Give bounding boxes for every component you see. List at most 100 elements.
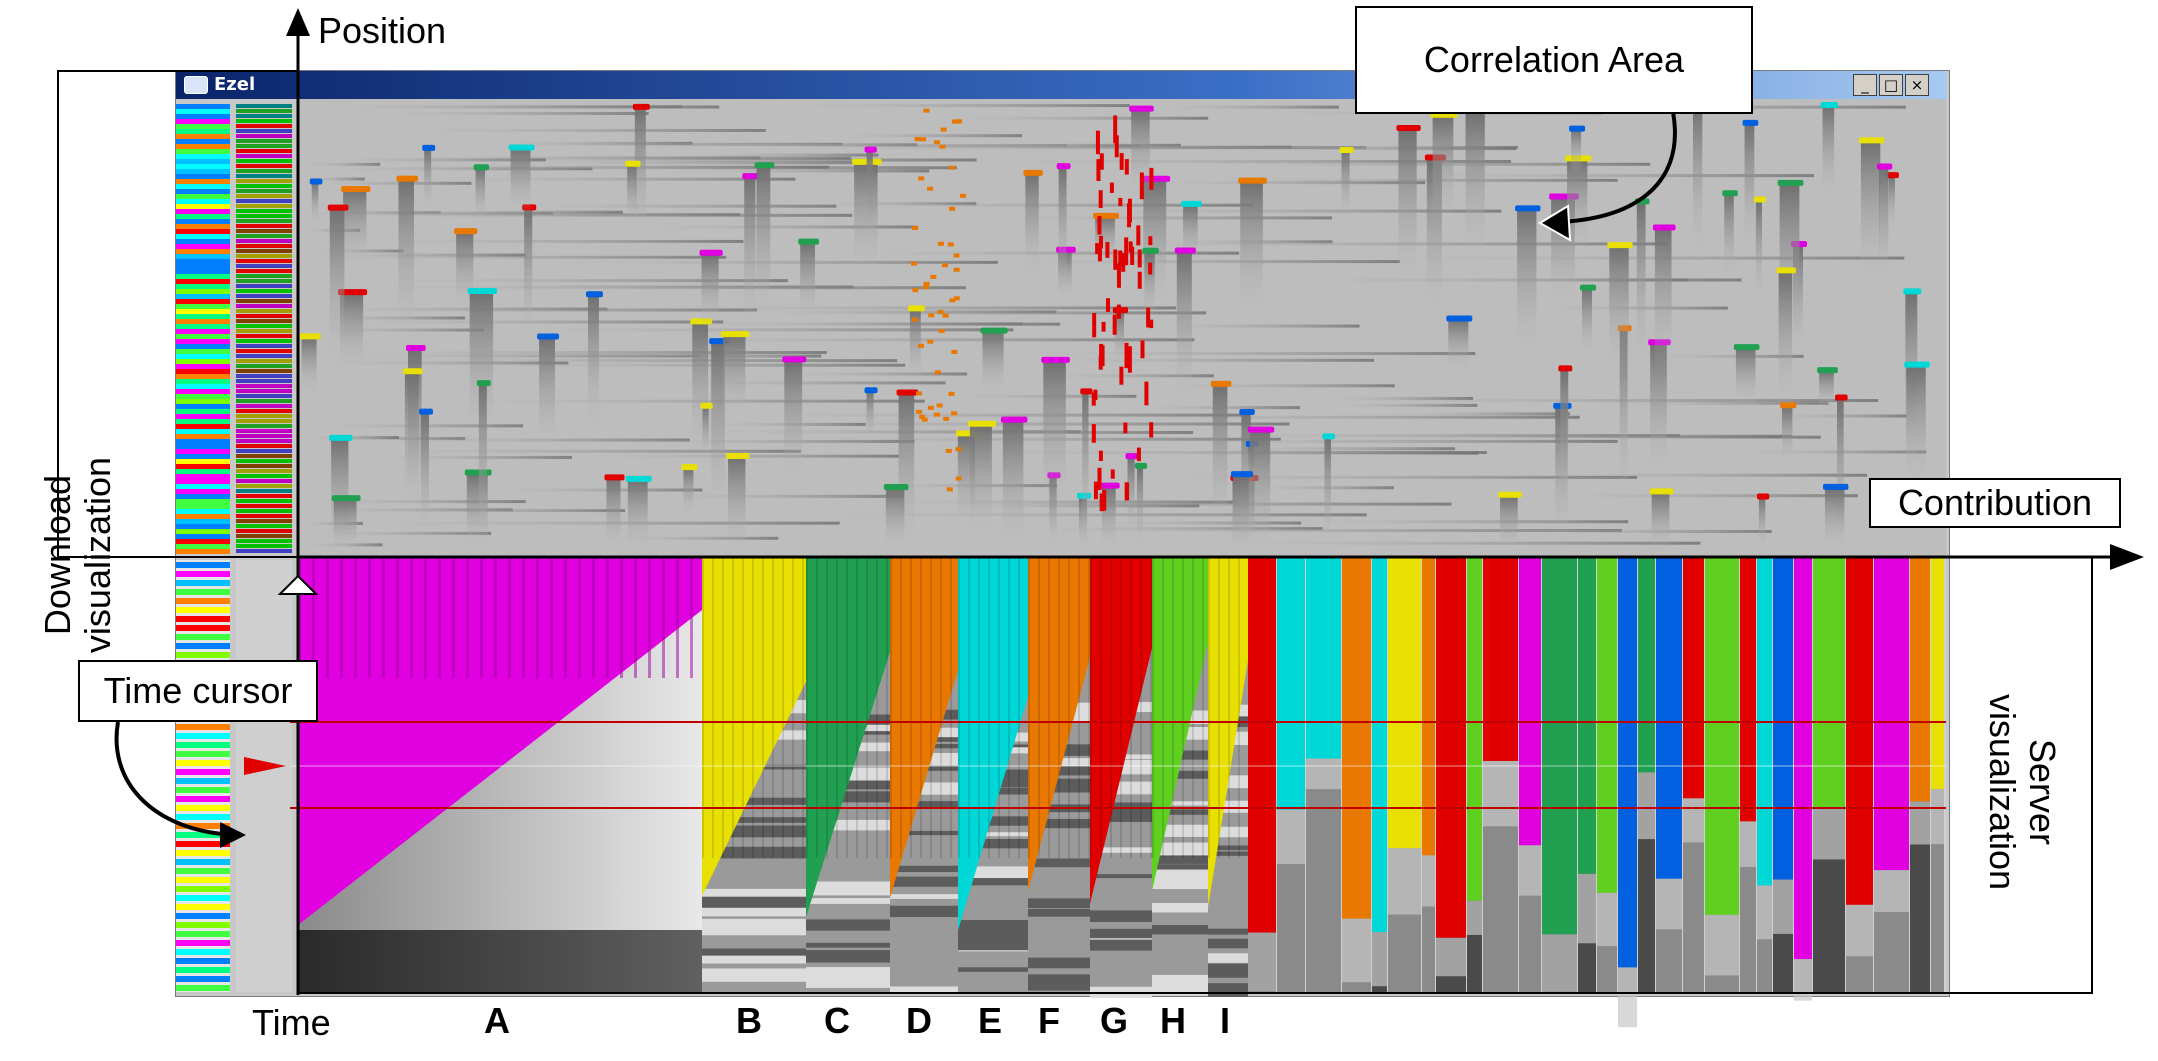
server-column-fill [1618, 558, 1637, 968]
download-trace [1315, 396, 1474, 400]
server-group-band [1152, 801, 1208, 806]
download-column [711, 341, 725, 520]
server-visualization-label: Server visualization [1962, 612, 2082, 972]
correlation-mark [1140, 340, 1145, 359]
server-group-stripe [836, 558, 838, 858]
legend-strip-download [176, 119, 230, 124]
minimize-button[interactable]: _ [1853, 74, 1877, 96]
server-group-band [958, 816, 1028, 826]
legend-strip-download-alt [236, 184, 292, 188]
download-cap [1239, 409, 1255, 416]
download-column [1824, 486, 1845, 552]
legend-strip-download-alt [236, 494, 292, 498]
download-trace [358, 165, 830, 169]
download-trace [727, 146, 1367, 150]
correlation-mark-orange [916, 409, 923, 414]
server-group-stripe [772, 558, 774, 858]
server-group-band [890, 830, 958, 836]
legend-strip-download-alt [236, 134, 292, 138]
download-column [340, 292, 364, 373]
server-column-shade [1874, 870, 1909, 913]
server-column-shade [1813, 807, 1845, 860]
download-trace [1586, 401, 1829, 405]
server-column-shade [1931, 789, 1944, 845]
server-group-band [1208, 928, 1248, 935]
server-group-a-stripe [690, 558, 693, 678]
server-group-band [1152, 974, 1208, 987]
server-column-fill [1740, 558, 1756, 822]
legend-strip-download-alt [236, 204, 292, 208]
close-button[interactable]: × [1905, 74, 1929, 96]
server-column-fill [1248, 558, 1276, 933]
correlation-mark [1099, 493, 1104, 512]
legend-strip-server [176, 643, 230, 649]
correlation-mark [1139, 172, 1144, 200]
download-cap [967, 420, 996, 427]
legend-strip-download [176, 284, 230, 289]
server-group-band [702, 896, 806, 910]
legend-strip-server [176, 958, 230, 964]
legend-strip-download [176, 364, 230, 369]
legend-strip-server [176, 904, 230, 910]
group-label-h: H [1160, 1000, 1186, 1041]
download-label-line1: Download [37, 474, 79, 636]
correlation-mark [1137, 271, 1142, 289]
server-group-band [1090, 939, 1152, 951]
legend-strip-server [176, 625, 230, 631]
correlation-mark-orange [927, 339, 934, 344]
correlation-mark-orange [954, 119, 961, 124]
server-group-band [890, 801, 958, 809]
download-trace [939, 394, 1137, 398]
window-title: Ezel [214, 74, 256, 95]
legend-strip-download-alt [236, 419, 292, 423]
legend-strip-download [176, 169, 230, 174]
download-trace [814, 134, 1023, 138]
maximize-button[interactable]: □ [1879, 74, 1903, 96]
legend-strip-download-alt [236, 289, 292, 293]
download-trace [300, 328, 484, 332]
legend-strip-download [176, 294, 230, 299]
server-column-shade [1757, 885, 1772, 940]
group-label-e: E [978, 1000, 1003, 1041]
legend-strip-download [176, 309, 230, 314]
download-trace [420, 286, 966, 290]
legend-strip-download [176, 524, 230, 529]
legend-strip-download-alt [236, 264, 292, 268]
server-group-stripe [1208, 558, 1210, 858]
server-column-fill [1931, 558, 1944, 790]
legend-strip-download [176, 229, 230, 234]
legend-strip-download [176, 544, 230, 549]
server-group-band [806, 791, 890, 803]
legend-strip-server [176, 724, 230, 730]
legend-strip-server [176, 805, 230, 811]
server-group-band [806, 942, 890, 948]
server-group-band [1208, 938, 1248, 949]
legend-strip-download-alt [236, 164, 292, 168]
download-trace [300, 213, 853, 217]
server-group-stripe [1068, 558, 1070, 858]
server-column-shade [1542, 934, 1577, 992]
download-column [1002, 419, 1024, 552]
server-group-band [1208, 953, 1248, 963]
download-column [398, 178, 414, 339]
server-group-a-stripe [410, 558, 413, 678]
legend-strip-download-alt [236, 534, 292, 538]
group-label-c: C [824, 1000, 850, 1041]
legend-strip-server [176, 967, 230, 973]
server-group-a-stripe [536, 558, 539, 678]
correlation-mark [1136, 225, 1141, 246]
legend-strip-server [176, 733, 230, 739]
legend-strip-server [176, 913, 230, 919]
time-cursor-marker[interactable] [244, 757, 286, 775]
download-cap [1753, 196, 1766, 203]
server-group-band [702, 968, 806, 982]
download-cap [700, 402, 713, 409]
correlation-mark-orange [933, 140, 940, 145]
correlation-mark-orange [923, 108, 930, 113]
server-group-stripe [1058, 558, 1060, 858]
server-group-band [1208, 851, 1248, 856]
legend-strip-server [176, 850, 230, 856]
legend-strip-download-alt [236, 549, 292, 553]
server-visualization [298, 558, 1944, 1028]
download-cap [1579, 284, 1597, 291]
